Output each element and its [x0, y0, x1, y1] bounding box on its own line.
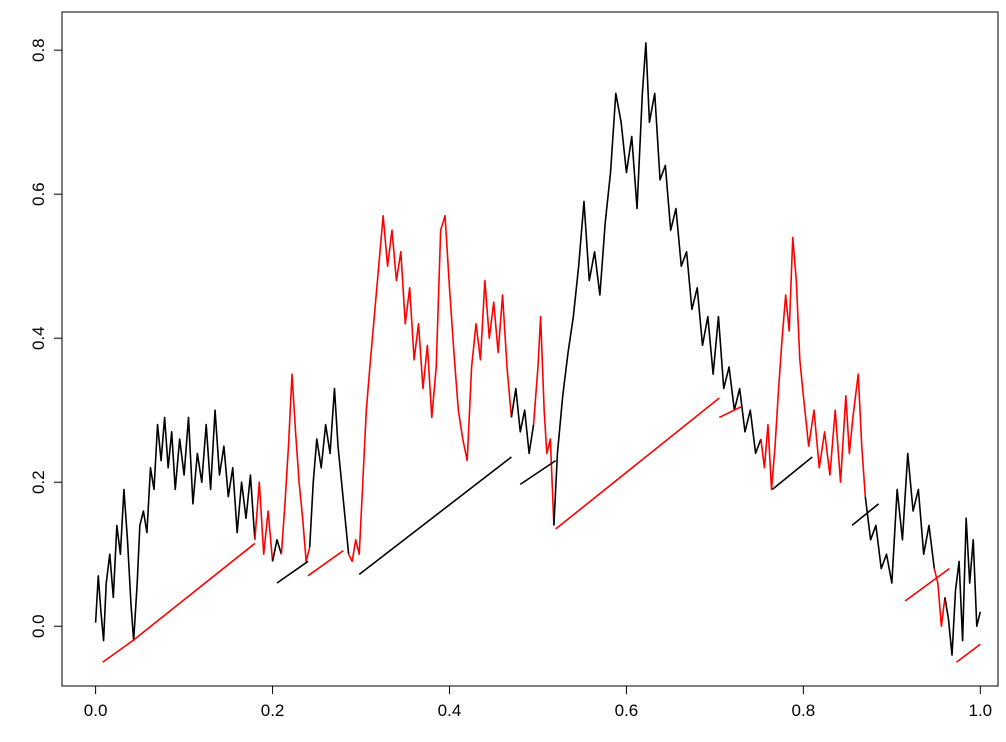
series-line	[718, 405, 742, 419]
series-line	[864, 452, 936, 584]
series-line	[771, 456, 813, 491]
series-line	[510, 387, 535, 455]
x-tick-label: 0.8	[792, 701, 816, 720]
series-line	[904, 567, 950, 602]
series-line	[519, 459, 557, 486]
series-line	[555, 397, 720, 530]
x-tick-label: 0.2	[261, 701, 285, 720]
series-line	[307, 549, 344, 577]
series-line	[944, 517, 982, 656]
y-tick-label: 0.0	[29, 614, 48, 638]
series-line	[760, 236, 867, 497]
x-tick-label: 0.6	[615, 701, 639, 720]
series-line	[94, 409, 256, 642]
plot-frame	[61, 11, 999, 687]
series-line	[955, 643, 981, 663]
series-line	[308, 387, 350, 555]
series-line	[532, 315, 555, 526]
y-tick-label: 0.2	[29, 470, 48, 494]
series-line	[358, 456, 512, 576]
x-tick-label: 0.4	[438, 701, 462, 720]
series-line	[276, 560, 309, 584]
x-tick-label: 1.0	[968, 701, 992, 720]
series-line	[271, 539, 283, 562]
series-line	[254, 481, 274, 562]
series-line	[280, 373, 311, 563]
y-tick-label: 0.4	[29, 326, 48, 350]
series-line	[553, 42, 762, 526]
series-line	[933, 568, 946, 628]
series-line	[347, 214, 513, 563]
x-tick-label: 0.0	[84, 701, 108, 720]
y-tick-label: 0.6	[29, 182, 48, 206]
series-line	[102, 542, 256, 663]
series-line	[851, 503, 880, 527]
y-tick-label: 0.8	[29, 38, 48, 62]
